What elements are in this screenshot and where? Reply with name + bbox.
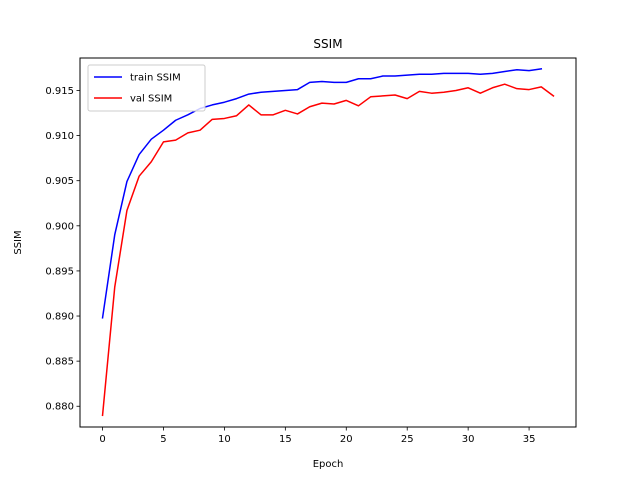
- x-tick-label: 20: [340, 434, 353, 445]
- legend-label: val SSIM: [130, 94, 172, 105]
- y-axis-ticks: 0.880 0.885 0.890 0.895 0.900 0.905 0.910 0.915: [45, 86, 80, 413]
- series-line-val-ssim: [101, 83, 555, 417]
- x-tick-label: 10: [218, 434, 231, 445]
- x-tick-label: 25: [401, 434, 414, 445]
- y-tick-label: 0.885: [45, 357, 74, 368]
- series-line-train-ssim: [101, 67, 543, 319]
- x-tick-label: 15: [279, 434, 292, 445]
- x-tick-label: 30: [462, 434, 475, 445]
- x-tick-label: 0: [99, 434, 105, 445]
- y-tick-label: 0.900: [45, 221, 74, 232]
- x-tick-label: 5: [160, 434, 166, 445]
- y-tick-label: 0.915: [45, 86, 74, 97]
- series-layer: [101, 67, 555, 417]
- x-axis-label: Epoch: [313, 459, 344, 470]
- y-tick-label: 0.905: [45, 176, 74, 187]
- y-tick-label: 0.880: [45, 402, 74, 413]
- y-tick-label: 0.895: [45, 266, 74, 277]
- y-tick-label: 0.910: [45, 131, 74, 142]
- x-axis-ticks: 0 5 10 15 20 25 30 35: [99, 427, 535, 445]
- legend: train SSIM val SSIM: [87, 64, 206, 112]
- x-tick-label: 35: [523, 434, 536, 445]
- axes-frame: [79, 57, 577, 428]
- y-axis-label: SSIM: [13, 230, 24, 254]
- chart-title: SSIM: [313, 37, 342, 51]
- y-tick-label: 0.890: [45, 312, 74, 323]
- legend-label: train SSIM: [130, 73, 181, 84]
